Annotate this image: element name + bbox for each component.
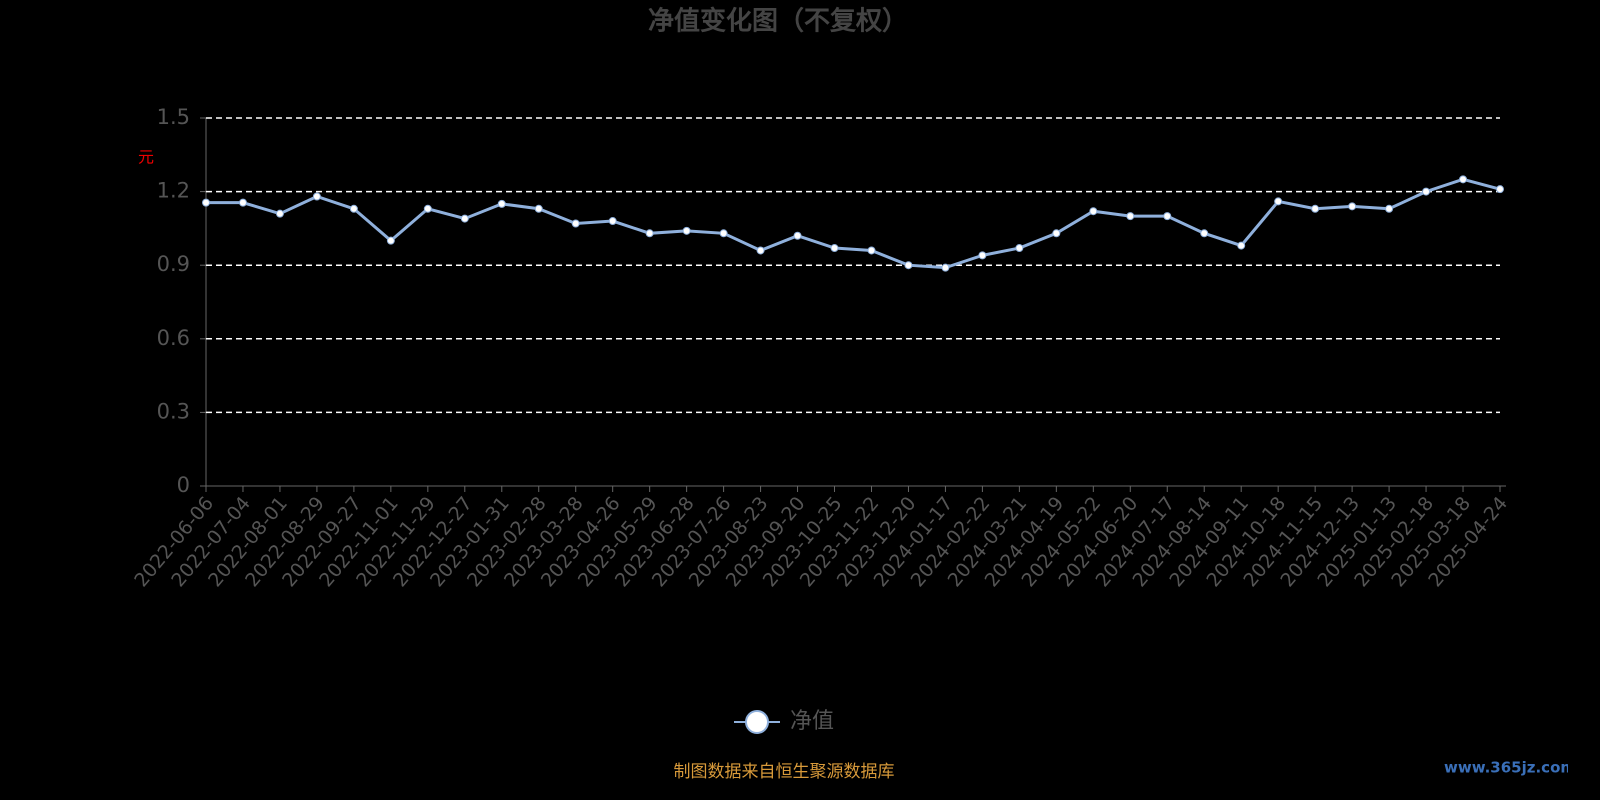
legend-label: 净值 [790,709,834,734]
point [1459,175,1468,184]
point [1163,212,1172,221]
y-tick-label: 1.2 [157,179,190,203]
point [719,229,728,238]
point [386,236,395,245]
point [645,229,654,238]
point [1311,204,1320,213]
point [830,244,839,253]
point [349,204,358,213]
footer: 制图数据来自恒生聚源数据库 [674,762,895,782]
point [978,251,987,260]
y-tick-label: 0.9 [157,252,190,276]
point [1200,229,1209,238]
point [460,214,469,223]
point [1089,207,1098,216]
point [423,204,432,213]
point [941,263,950,272]
point [1126,212,1135,221]
y-tick-label: 0.6 [157,326,190,350]
point [904,261,913,270]
point [1237,241,1246,250]
y-tick-label: 0.3 [157,399,190,423]
y-axis-label: 元 [138,148,154,167]
point [793,231,802,240]
point [756,246,765,255]
point [1348,202,1357,211]
point [1052,229,1061,238]
point [1274,197,1283,206]
chart: 净值变化图（不复权） 元 制图数据来自恒生聚源数据库 www.365jz.com… [0,0,1568,784]
legend-marker [745,710,769,734]
point [867,246,876,255]
y-tick-label: 0 [177,473,190,497]
point [534,204,543,213]
point [608,217,617,226]
point [1422,187,1431,196]
line [206,177,1501,270]
watermark: www.365jz.com [1444,759,1568,777]
chart-title: 净值变化图（不复权） [648,6,908,37]
point [202,198,210,207]
point [571,219,580,228]
point [1015,244,1024,253]
point [238,198,247,207]
background [0,0,1568,784]
point [682,226,691,235]
point [312,192,321,201]
point [1496,185,1504,194]
y-tick-label: 1.5 [157,105,190,129]
point [497,199,506,208]
point [1385,204,1394,213]
point [275,209,284,218]
